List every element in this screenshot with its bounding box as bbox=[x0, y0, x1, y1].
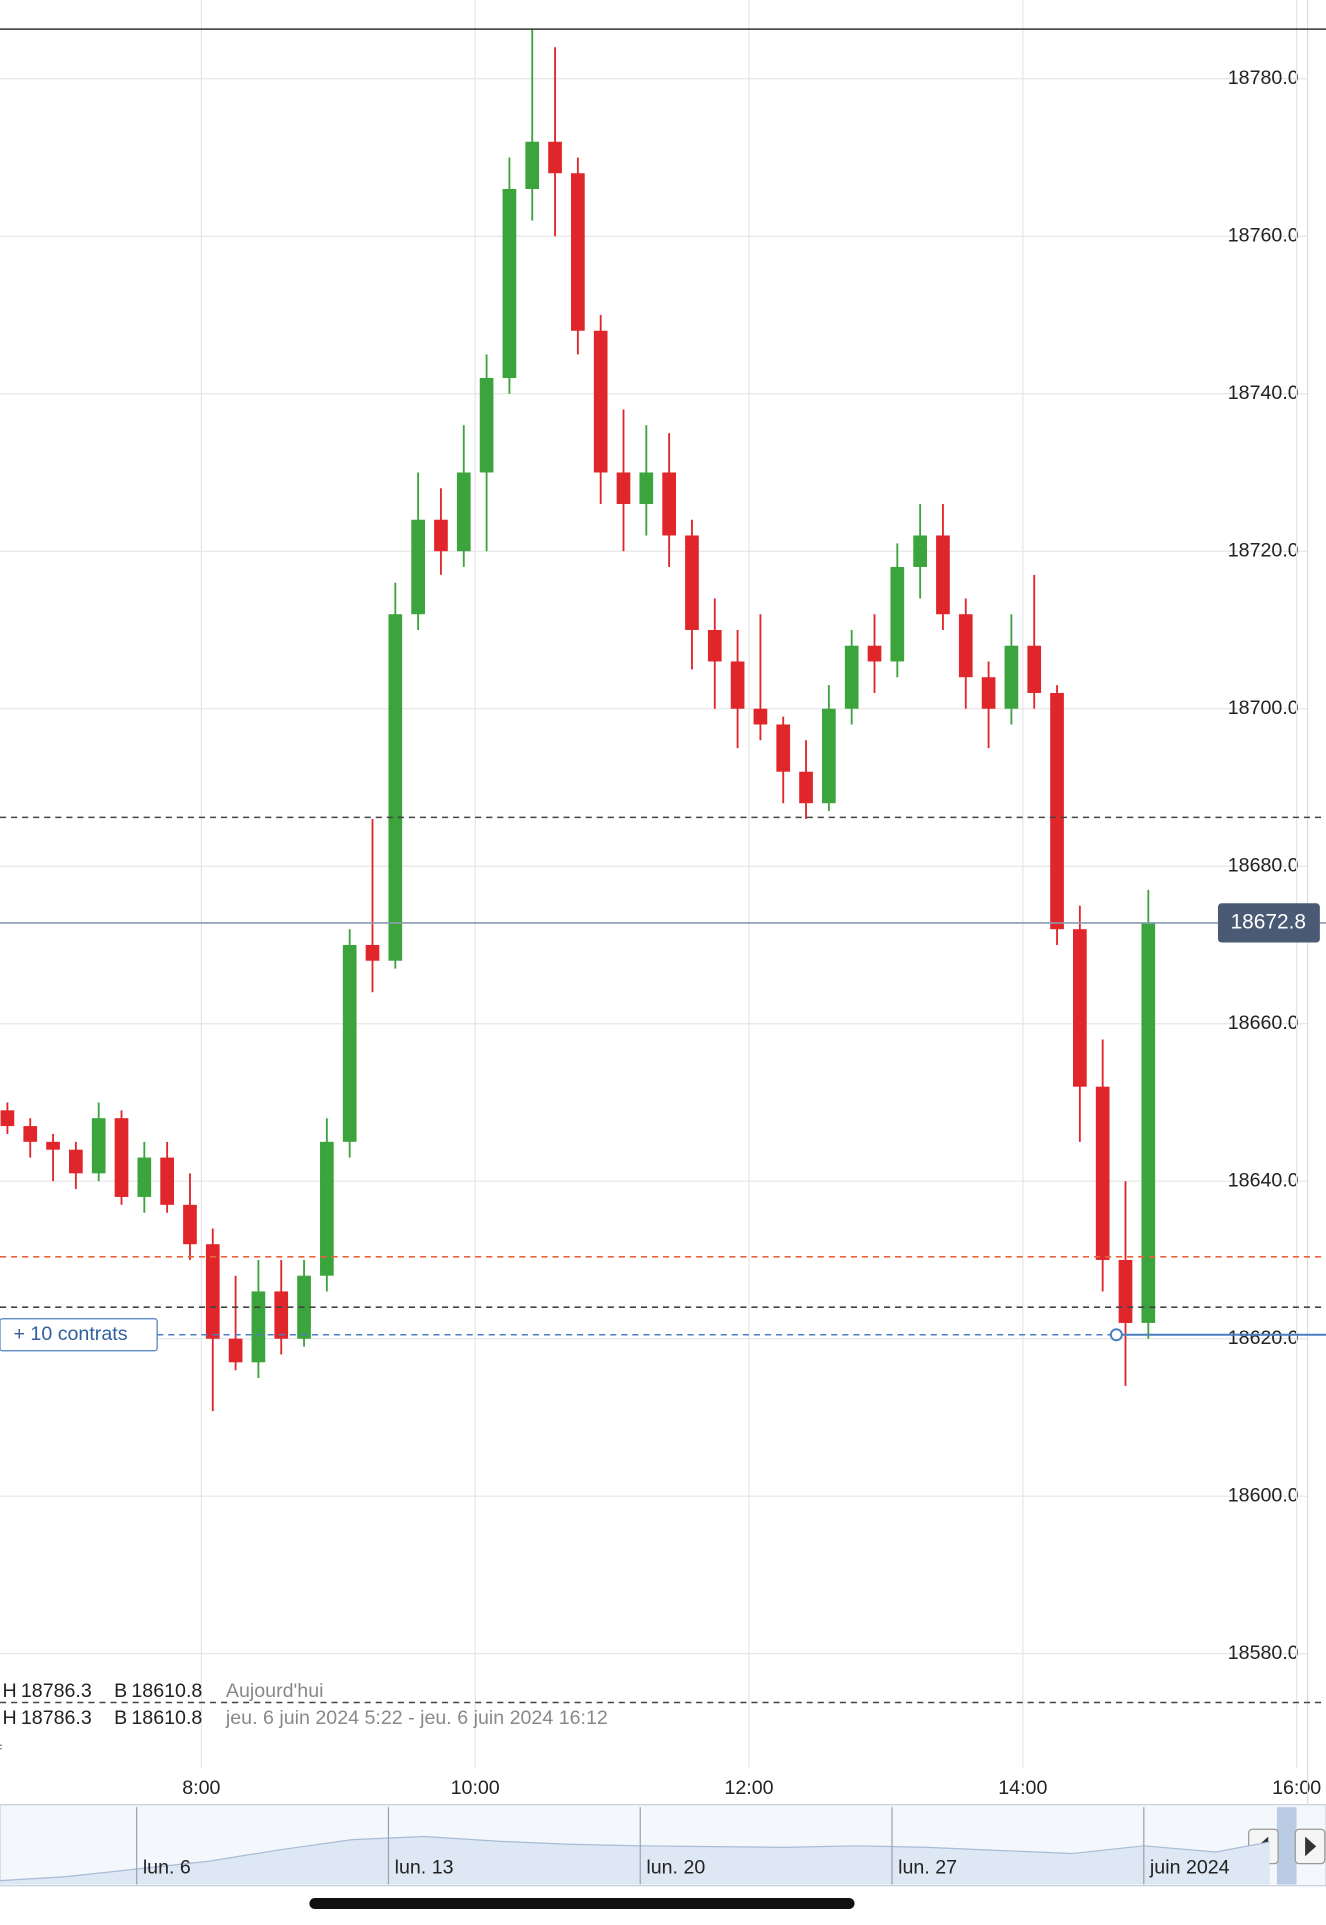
candle-body bbox=[160, 1157, 174, 1205]
candle-body bbox=[753, 708, 768, 725]
navigator-tick-label: lun. 6 bbox=[143, 1857, 191, 1879]
y-tick-label: 18780.0 bbox=[1228, 67, 1299, 89]
candle-body bbox=[593, 330, 608, 473]
candle-body bbox=[616, 472, 631, 504]
stat-high-label: H bbox=[2, 1680, 16, 1702]
candle-body bbox=[844, 645, 859, 709]
y-tick-label: 18580.0 bbox=[1228, 1642, 1299, 1664]
candle-body bbox=[183, 1204, 197, 1245]
candle-body bbox=[479, 377, 494, 473]
stat-low-label: B bbox=[114, 1707, 127, 1729]
candle-body bbox=[69, 1149, 83, 1174]
candle-body bbox=[320, 1141, 334, 1276]
candle-body bbox=[205, 1244, 220, 1339]
navigator-tick-label: lun. 27 bbox=[898, 1857, 957, 1879]
stat-period: jeu. 6 juin 2024 5:22 - jeu. 6 juin 2024… bbox=[225, 1707, 608, 1729]
candle-body bbox=[274, 1291, 289, 1339]
candle-body bbox=[1118, 1259, 1133, 1323]
candle-body bbox=[525, 141, 540, 189]
candle-body bbox=[958, 614, 973, 678]
order-anchor bbox=[1109, 1328, 1123, 1342]
x-tick-label: 10:00 bbox=[451, 1777, 500, 1799]
order-tag bbox=[0, 1318, 158, 1352]
stat-high: 18786.3 bbox=[21, 1707, 92, 1729]
candle-body bbox=[1027, 645, 1042, 693]
candle-body bbox=[867, 645, 882, 662]
y-tick-label: 18620.0 bbox=[1228, 1327, 1299, 1349]
candle-body bbox=[662, 472, 676, 536]
candle-body bbox=[799, 771, 813, 804]
stat-high: 18786.3 bbox=[21, 1680, 92, 1702]
candle-body bbox=[23, 1126, 38, 1142]
candle-body bbox=[776, 724, 791, 772]
candle-body bbox=[685, 535, 699, 630]
navigator-tick-label: lun. 13 bbox=[395, 1857, 454, 1879]
candle-body bbox=[639, 472, 654, 504]
stat-low: 18610.8 bbox=[131, 1680, 202, 1702]
candle-body bbox=[822, 708, 836, 804]
y-tick-label: 18660.0 bbox=[1228, 1012, 1299, 1034]
candle-body bbox=[1141, 922, 1156, 1323]
candle-body bbox=[913, 535, 927, 567]
navigator-tick-label: lun. 20 bbox=[646, 1857, 705, 1879]
candle-body bbox=[137, 1157, 152, 1197]
candle-body bbox=[1050, 692, 1064, 930]
candle-body bbox=[365, 944, 380, 961]
x-tick-label: 14:00 bbox=[998, 1777, 1047, 1799]
order-tag-label: + 10 contrats bbox=[14, 1323, 128, 1345]
price-tag-label: 18672.8 bbox=[1231, 910, 1306, 933]
stat-low: 18610.8 bbox=[131, 1707, 202, 1729]
candle-body bbox=[890, 566, 905, 662]
candle-body bbox=[1004, 645, 1019, 709]
candle-body bbox=[730, 661, 745, 709]
candle-body bbox=[0, 1110, 15, 1127]
y-tick-label: 18640.0 bbox=[1228, 1169, 1299, 1191]
candle-body bbox=[936, 535, 950, 615]
candle-body bbox=[1073, 929, 1087, 1087]
navigator-handle[interactable] bbox=[1276, 1807, 1297, 1885]
candle-body bbox=[571, 173, 585, 331]
candle-body bbox=[1095, 1086, 1110, 1260]
y-tick-label: 18600.0 bbox=[1228, 1484, 1299, 1506]
candle-body bbox=[388, 614, 403, 961]
candle-body bbox=[548, 141, 562, 174]
candle-body bbox=[114, 1118, 129, 1197]
x-tick-label: 12:00 bbox=[724, 1777, 773, 1799]
candle-body bbox=[434, 519, 448, 552]
price-tag bbox=[1217, 903, 1320, 943]
scroll-right-icon bbox=[1305, 1836, 1317, 1857]
candle-body bbox=[707, 629, 722, 662]
candle-body bbox=[46, 1141, 60, 1150]
y-tick-label: 18720.0 bbox=[1228, 539, 1299, 561]
candle-body bbox=[502, 188, 517, 378]
candle-body bbox=[981, 677, 996, 709]
candle-body bbox=[342, 944, 357, 1142]
candle-body bbox=[411, 519, 425, 615]
y-tick-label: 18760.0 bbox=[1228, 224, 1299, 246]
navigator-tick-label: juin 2024 bbox=[1149, 1857, 1230, 1879]
y-tick-label: 18680.0 bbox=[1228, 854, 1299, 876]
stat-high-label: H bbox=[2, 1707, 16, 1729]
candle-body bbox=[251, 1291, 266, 1363]
candle-body bbox=[228, 1338, 243, 1363]
candle-body bbox=[91, 1118, 106, 1174]
y-tick-label: 18740.0 bbox=[1228, 382, 1299, 404]
x-tick-label: 8:00 bbox=[182, 1777, 220, 1799]
y-tick-label: 18700.0 bbox=[1228, 697, 1299, 719]
edge-text: f bbox=[0, 1741, 2, 1763]
stat-low-label: B bbox=[114, 1680, 127, 1702]
stat-period: Aujourd'hui bbox=[226, 1680, 324, 1702]
x-tick-label: 16:00 bbox=[1272, 1777, 1321, 1799]
candle-body bbox=[456, 472, 471, 552]
home-indicator bbox=[309, 1897, 855, 1910]
